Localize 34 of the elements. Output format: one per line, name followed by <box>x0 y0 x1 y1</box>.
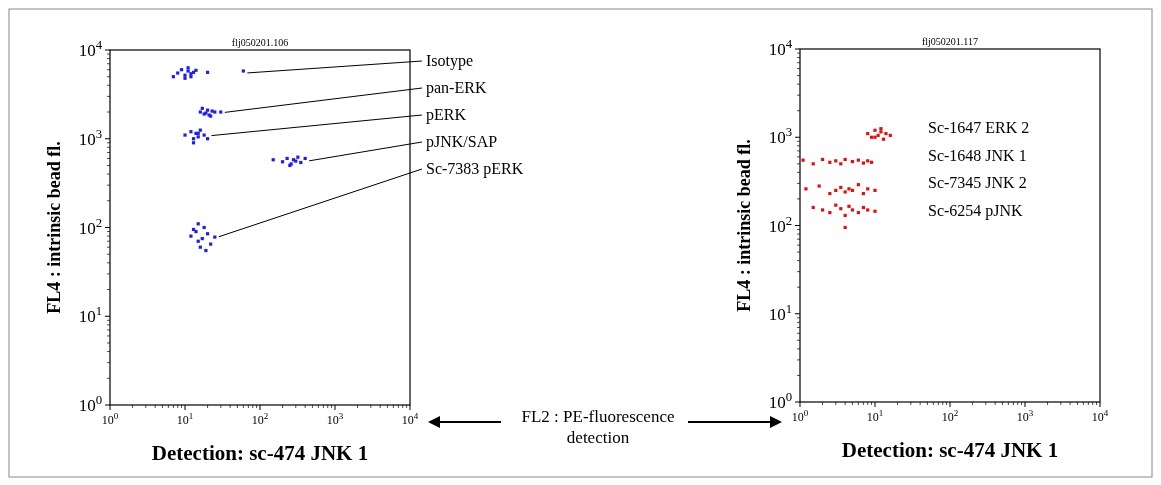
text: Sc-7383 pERK <box>426 160 524 178</box>
y-tick-label: 10$^{3}$ <box>78 126 102 149</box>
text: Sc-1647 ERK 2 <box>928 119 1030 136</box>
text: Sc-1648 JNK 1 <box>928 146 1027 164</box>
x-tick-label: 10$^{0}$ <box>791 408 809 424</box>
y-tick-label: 10$^{1}$ <box>78 304 102 327</box>
y-tick-label: 10$^{4}$ <box>768 37 793 59</box>
y-axis-title: FL4 : intrinsic bead fl. <box>734 139 754 312</box>
x-axis-title: Detection: sc-474 JNK 1 <box>841 438 1059 462</box>
x-tick-label: 10$^{2}$ <box>251 411 269 427</box>
x-tick-label: 10$^{4}$ <box>1091 408 1109 424</box>
text: FL2 : PE-fluorescence detection <box>521 407 675 447</box>
x-tick-label: 10$^{3}$ <box>326 411 344 427</box>
text: Sc-7345 JNK 2 <box>928 174 1027 191</box>
x-tick-label: 10$^{1}$ <box>866 408 884 424</box>
chart-subtitle: flj050201.117 <box>921 36 979 47</box>
text: pan-ERK <box>426 79 487 97</box>
y-tick-label: 10$^{1}$ <box>768 301 792 324</box>
x-tick-label: 10$^{4}$ <box>401 411 419 427</box>
chart-subtitle: flj050201.106 <box>231 37 289 48</box>
x-axis-title: Detection: sc-474 JNK 1 <box>151 441 369 465</box>
text: pERK <box>426 106 467 124</box>
y-tick-label: 10$^{3}$ <box>768 125 792 148</box>
x-tick-label: 10$^{3}$ <box>1016 408 1034 424</box>
x-tick-label: 10$^{1}$ <box>176 411 194 427</box>
y-axis-title: FL4 : intrinsic bead fl. <box>44 141 64 314</box>
y-tick-label: 10$^{2}$ <box>78 215 102 238</box>
text: Isotype <box>426 52 474 70</box>
text: pJNK/SAP <box>426 133 498 151</box>
text: Sc-6254 pJNK <box>928 201 1024 220</box>
y-tick-label: 10$^{4}$ <box>78 38 103 60</box>
x-tick-label: 10$^{2}$ <box>941 408 959 424</box>
y-tick-label: 10$^{2}$ <box>768 213 792 236</box>
x-tick-label: 10$^{0}$ <box>101 411 119 427</box>
